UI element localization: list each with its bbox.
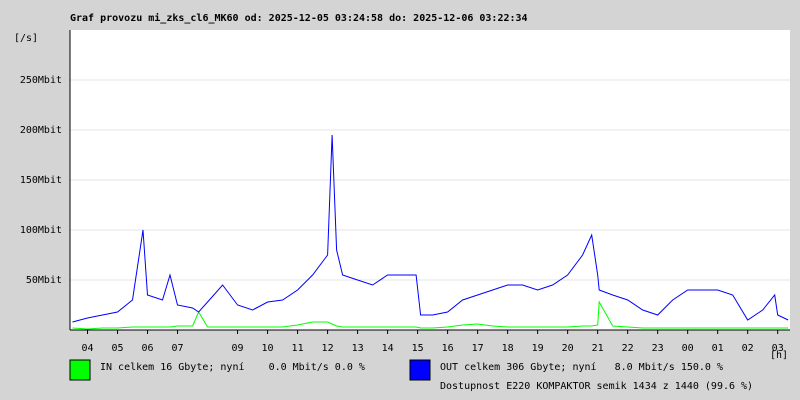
x-tick-label: 01 xyxy=(712,343,724,354)
x-tick-label: 10 xyxy=(262,343,274,354)
x-tick-label: 04 xyxy=(82,343,94,354)
x-tick-label: 07 xyxy=(172,343,184,354)
x-tick-label: 16 xyxy=(442,343,454,354)
x-tick-label: 00 xyxy=(682,343,694,354)
y-tick-label: 250Mbit xyxy=(20,75,62,86)
legend-label: IN celkem 16 Gbyte; nyní 0.0 Mbit/s 0.0 … xyxy=(100,361,365,373)
y-tick-label: 100Mbit xyxy=(20,225,62,236)
x-tick-label: 19 xyxy=(532,343,544,354)
x-tick-label: 13 xyxy=(352,343,364,354)
x-axis-label: [h] xyxy=(770,350,788,361)
y-axis-label: [/s] xyxy=(14,33,38,44)
chart-title: Graf provozu mi_zks_cl6_MK60 od: 2025-12… xyxy=(70,12,528,24)
x-tick-label: 02 xyxy=(742,343,754,354)
x-tick-label: 18 xyxy=(502,343,514,354)
x-tick-label: 05 xyxy=(112,343,124,354)
y-tick-label: 50Mbit xyxy=(26,275,62,286)
x-tick-label: 22 xyxy=(622,343,634,354)
x-tick-label: 06 xyxy=(142,343,154,354)
x-tick-label: 23 xyxy=(652,343,664,354)
x-tick-label: 12 xyxy=(322,343,334,354)
legend-label: OUT celkem 306 Gbyte; nyní 8.0 Mbit/s 15… xyxy=(440,361,723,373)
note: Dostupnost E220 KOMPAKTOR semik 1434 z 1… xyxy=(440,381,753,392)
x-tick-label: 09 xyxy=(232,343,244,354)
x-tick-label: 21 xyxy=(592,343,604,354)
y-tick-label: 200Mbit xyxy=(20,125,62,136)
x-tick-label: 15 xyxy=(412,343,424,354)
series-line xyxy=(72,300,789,330)
x-tick-label: 14 xyxy=(382,343,394,354)
x-tick-label: 03 xyxy=(772,343,784,354)
x-tick-label: 20 xyxy=(562,343,574,354)
y-tick-label: 150Mbit xyxy=(20,175,62,186)
legend-swatch xyxy=(69,359,91,381)
series-line xyxy=(72,134,789,323)
x-tick-label: 17 xyxy=(472,343,484,354)
plot xyxy=(70,79,790,330)
x-tick-label: 11 xyxy=(292,343,304,354)
legend-swatch xyxy=(409,359,431,381)
